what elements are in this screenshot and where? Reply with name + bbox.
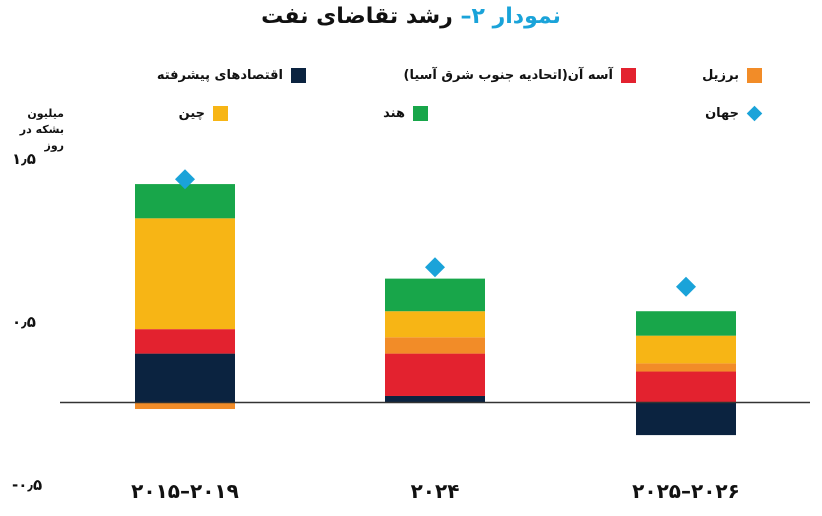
bar-segment xyxy=(135,402,235,410)
legend-label: آسه آن(اتحادیه جنوب شرق آسیا) xyxy=(403,68,614,83)
chart-title-prefix: نمودار ۲– xyxy=(460,4,561,29)
x-tick-label: ۲۰۲۵–۲۰۲۶ xyxy=(632,479,740,503)
bar-segment xyxy=(135,218,235,330)
bar-segment xyxy=(636,311,736,336)
bar-segment xyxy=(385,311,485,338)
legend-swatch xyxy=(747,68,762,83)
world-marker xyxy=(425,257,445,278)
legend-item-advanced-economies: اقتصادهای پیشرفته xyxy=(157,68,306,83)
legend-label: برزیل xyxy=(702,68,739,83)
legend-label: جهان xyxy=(705,106,739,121)
legend-item-world: جهان xyxy=(705,105,763,122)
bar-segment xyxy=(135,353,235,403)
chart-title: نمودار ۲– رشد تقاضای نفت xyxy=(0,4,822,29)
y-tick-label: -۰٫۵ xyxy=(12,476,42,494)
legend-swatch xyxy=(213,106,228,121)
bar-segment xyxy=(636,363,736,372)
legend-label: هند xyxy=(383,106,405,121)
x-tick-label: ۲۰۱۵–۲۰۱۹ xyxy=(131,479,239,503)
world-marker xyxy=(676,276,696,297)
world-marker xyxy=(175,169,195,190)
bar-segment xyxy=(385,337,485,354)
legend-item-china: چین xyxy=(179,106,228,121)
legend-swatch xyxy=(413,106,428,121)
x-tick-label: ۲۰۲۴ xyxy=(411,479,460,503)
bar-segment xyxy=(135,329,235,354)
bar-segment xyxy=(636,371,736,403)
bar-segment xyxy=(385,395,485,403)
legend-swatch xyxy=(291,68,306,83)
chart-title-main: رشد تقاضای نفت xyxy=(261,4,453,29)
y-tick-label: ۱٫۵ xyxy=(12,150,36,168)
legend-item-brazil: برزیل xyxy=(702,68,762,83)
bar-segment xyxy=(636,335,736,364)
bar-segment xyxy=(385,353,485,396)
legend-item-asean: آسه آن(اتحادیه جنوب شرق آسیا) xyxy=(403,68,636,83)
legend-item-india: هند xyxy=(383,106,428,121)
legend-label: چین xyxy=(178,106,205,121)
y-axis-label: میلیون بشکه در روز xyxy=(19,107,64,152)
y-tick-label: ۰٫۵ xyxy=(12,313,36,331)
bar-segment xyxy=(135,184,235,219)
legend-label: اقتصادهای پیشرفته xyxy=(156,68,283,83)
bar-segment xyxy=(385,278,485,312)
legend-swatch xyxy=(621,68,636,83)
bar-segment xyxy=(636,402,736,436)
